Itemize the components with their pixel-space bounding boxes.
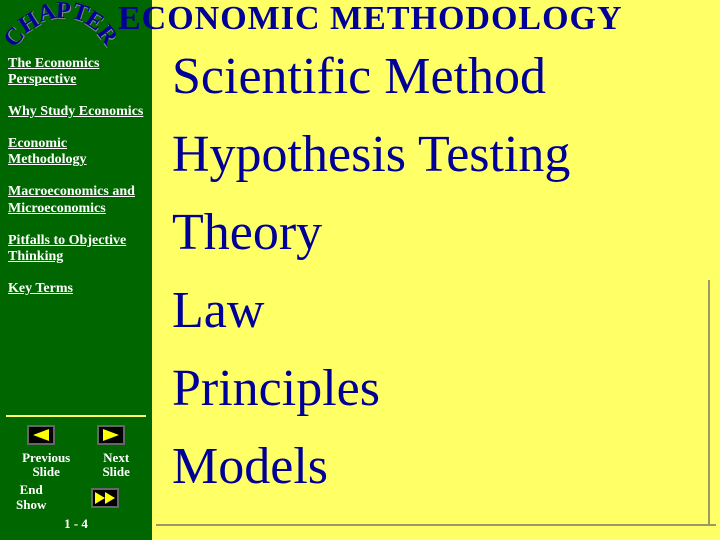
nav-item-perspective[interactable]: The Economics Perspective [8, 56, 144, 88]
next-slide-button[interactable] [97, 423, 125, 447]
main-item: Scientific Method [172, 38, 712, 116]
nav-item-methodology[interactable]: Economic Methodology [8, 136, 144, 168]
arrow-left-icon [27, 425, 55, 445]
next-slide-label[interactable]: NextSlide [102, 451, 129, 480]
end-show-button[interactable]: EndShow [16, 483, 46, 512]
prev-slide-label[interactable]: PreviousSlide [22, 451, 70, 480]
main-item: Models [172, 428, 712, 506]
main-item: Principles [172, 350, 712, 428]
nav-item-pitfalls[interactable]: Pitfalls to Objective Thinking [8, 233, 144, 265]
main-item: Hypothesis Testing [172, 116, 712, 194]
divider [6, 415, 146, 417]
bottom-rule [156, 524, 716, 526]
nav-item-why-study[interactable]: Why Study Economics [8, 104, 144, 120]
main-item: Law [172, 272, 712, 350]
main-item: Theory [172, 194, 712, 272]
nav-item-macro-micro[interactable]: Macroeconomics and Microeconomics [8, 184, 144, 216]
sidebar: C H A P T E R The Economics Perspective … [0, 0, 152, 540]
chapter-badge: C H A P T E R [4, 2, 114, 50]
nav-item-key-terms[interactable]: Key Terms [8, 281, 144, 297]
prev-slide-button[interactable] [27, 423, 55, 447]
arrow-right-icon [97, 425, 125, 445]
page-title: ECONOMIC METHODOLOGY [118, 0, 720, 38]
main-content: Scientific Method Hypothesis Testing The… [172, 38, 712, 532]
right-rule [708, 280, 710, 526]
nav-controls: PreviousSlide NextSlide EndShow 1 - 4 [0, 409, 152, 540]
end-show-icon [91, 488, 119, 508]
page-number: 1 - 4 [6, 516, 146, 532]
nav-links: The Economics Perspective Why Study Econ… [8, 56, 144, 313]
